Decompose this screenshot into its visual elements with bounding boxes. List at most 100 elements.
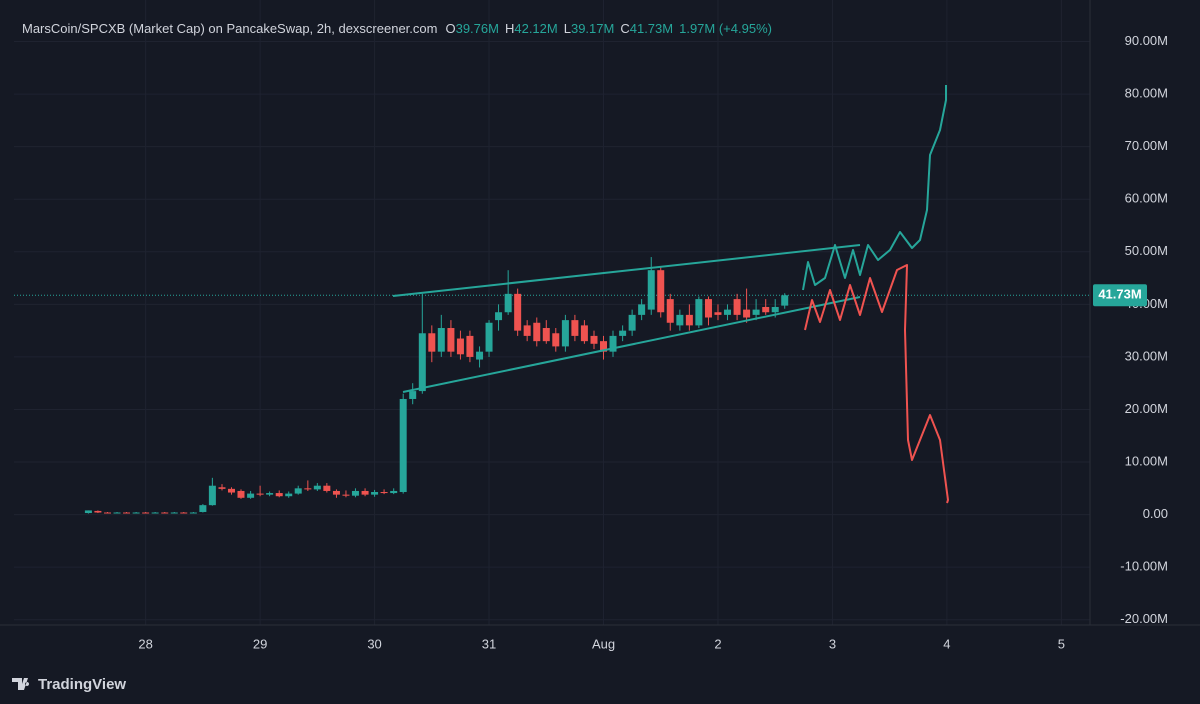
candle-body — [323, 485, 331, 491]
bear-scenario — [804, 264, 949, 504]
y-tick-label: 30.00M — [1125, 348, 1168, 363]
candle-body — [113, 512, 121, 514]
axes: 90.00M80.00M70.00M60.00M50.00M40.00M30.0… — [138, 33, 1168, 651]
candle-body — [676, 314, 684, 326]
candle-body — [704, 299, 712, 318]
x-tick-label: 4 — [943, 636, 950, 651]
y-tick-label: 60.00M — [1125, 191, 1168, 206]
candle-body — [466, 335, 474, 357]
candle-body — [504, 293, 512, 313]
x-tick-label: 29 — [253, 636, 267, 651]
candle-body — [590, 335, 598, 344]
candle-body — [332, 490, 340, 495]
candle-body — [208, 485, 216, 506]
candle-body — [685, 314, 693, 326]
candle-body — [714, 312, 722, 315]
candle-body — [437, 328, 445, 352]
candle-body — [771, 306, 779, 313]
candle-body — [571, 320, 579, 336]
candle-body — [666, 299, 674, 323]
candle-body — [94, 510, 102, 513]
trendline-upper — [392, 244, 861, 297]
y-tick-label: 10.00M — [1125, 453, 1168, 468]
candle-body — [199, 505, 207, 512]
candle-body — [428, 333, 436, 352]
ohlc-value: 39.17M — [571, 21, 614, 36]
candle-body — [628, 314, 636, 331]
y-tick-label: 70.00M — [1125, 138, 1168, 153]
candle-body — [266, 493, 274, 495]
candle-body — [132, 512, 140, 514]
change: 1.97M (+4.95%) — [679, 21, 772, 36]
y-tick-label: -20.00M — [1120, 611, 1168, 626]
candle-body — [619, 330, 627, 336]
candle-body — [781, 295, 789, 306]
candle-body — [256, 493, 264, 495]
x-tick-label: 28 — [138, 636, 152, 651]
x-tick-label: 3 — [829, 636, 836, 651]
y-tick-label: 80.00M — [1125, 86, 1168, 101]
candle-body — [371, 492, 379, 495]
candle-body — [294, 488, 302, 494]
ohlc-value: 41.73M — [630, 21, 673, 36]
candle-body — [609, 335, 617, 352]
brand-icon — [12, 678, 30, 690]
candle-body — [447, 328, 455, 352]
candle-body — [523, 325, 531, 336]
candle-body — [514, 293, 522, 331]
x-tick-label: 5 — [1058, 636, 1065, 651]
y-tick-label: 50.00M — [1125, 243, 1168, 258]
candle-body — [495, 312, 503, 321]
candle-body — [218, 487, 226, 489]
candle-body — [533, 322, 541, 342]
brand-logo: TradingView — [12, 676, 126, 693]
candle-body — [170, 512, 178, 514]
grid — [14, 0, 1090, 625]
x-tick-label: Aug — [592, 636, 615, 651]
ohlc-key: H — [505, 21, 514, 36]
candle-body — [762, 306, 770, 313]
candle-body — [485, 322, 493, 352]
candle-body — [638, 304, 646, 315]
x-tick-label: 31 — [482, 636, 496, 651]
y-tick-label: 0.00 — [1143, 506, 1168, 521]
candle-body — [313, 485, 321, 490]
candle-body — [580, 325, 588, 342]
ohlc-key: O — [445, 21, 455, 36]
candle-body — [351, 490, 359, 496]
candle-body — [123, 512, 131, 514]
candle-body — [561, 320, 569, 347]
ohlc-value: 39.76M — [456, 21, 499, 36]
title: MarsCoin/SPCXB (Market Cap) on PancakeSw… — [22, 21, 437, 36]
last-price-label: 41.73M — [1098, 287, 1141, 302]
candle-body — [456, 338, 464, 355]
ohlc-key: C — [620, 21, 629, 36]
candle-body — [237, 490, 245, 498]
y-tick-label: 20.00M — [1125, 401, 1168, 416]
x-tick-label: 2 — [714, 636, 721, 651]
candle-body — [104, 512, 112, 514]
candle-body — [304, 488, 312, 490]
candle-body — [657, 270, 665, 313]
candle-body — [390, 490, 398, 494]
candle-body — [552, 333, 560, 347]
ohlc-value: 42.12M — [514, 21, 557, 36]
drawings — [392, 85, 949, 504]
candle-body — [409, 391, 417, 399]
candle-body — [647, 270, 655, 310]
candle-body — [342, 494, 350, 496]
candle-body — [600, 341, 608, 352]
y-tick-label: 90.00M — [1125, 33, 1168, 48]
trendline-lower — [402, 296, 861, 393]
candle-body — [84, 510, 92, 514]
candle-body — [399, 398, 407, 493]
candle-body — [275, 493, 283, 497]
chart-header: MarsCoin/SPCXB (Market Cap) on PancakeSw… — [22, 21, 772, 36]
last-price-box — [1093, 284, 1147, 307]
brand-text: TradingView — [38, 676, 126, 693]
candle-body — [180, 512, 188, 514]
candle-body — [752, 309, 760, 315]
y-tick-label: -10.00M — [1120, 559, 1168, 574]
candle-body — [380, 492, 388, 494]
